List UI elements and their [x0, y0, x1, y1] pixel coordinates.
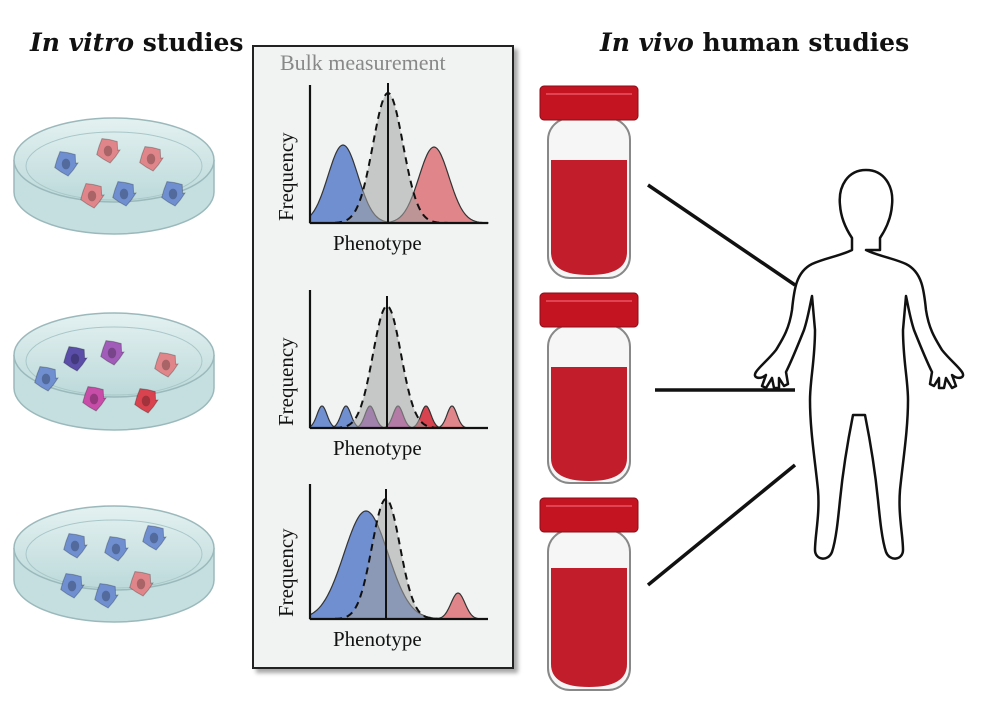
- cell: [104, 536, 129, 562]
- cell: [129, 571, 154, 597]
- in-vivo-title-italic: In vivo: [600, 28, 694, 57]
- cell: [94, 583, 119, 609]
- cell: [134, 388, 159, 414]
- petri-dish-3: [13, 505, 215, 623]
- cell: [63, 346, 88, 372]
- x-axis-label: Phenotype: [333, 627, 422, 651]
- bulk-distribution-curve: [334, 304, 463, 429]
- y-axis-label: Frequency: [274, 528, 298, 617]
- blood-tube-3: [539, 497, 639, 691]
- cell: [63, 533, 88, 559]
- human-silhouette: [753, 168, 965, 560]
- cell: [96, 138, 121, 164]
- bulk-fill: [310, 306, 488, 428]
- blood-tube-2: [539, 292, 639, 484]
- in-vivo-title: In vivo human studies: [600, 28, 909, 57]
- cell: [60, 573, 85, 599]
- bulk-fill: [310, 93, 488, 223]
- y-axis-label: Frequency: [274, 337, 298, 426]
- in-vitro-title-rest: studies: [134, 28, 244, 57]
- in-vitro-title: In vitro studies: [30, 28, 243, 57]
- cell: [142, 525, 167, 551]
- in-vitro-title-italic: In vitro: [30, 28, 134, 57]
- y-axis-label: Frequency: [274, 132, 298, 221]
- cell: [34, 366, 59, 392]
- bulk-distribution-curve: [335, 91, 463, 224]
- distribution-plot-2: Frequency Phenotype: [274, 290, 488, 460]
- connector-line-top: [647, 183, 796, 287]
- connector-line-bottom: [646, 463, 797, 587]
- bulk-measurement-title: Bulk measurement: [280, 50, 446, 75]
- petri-dish-1: [13, 117, 215, 235]
- in-vivo-title-rest: human studies: [693, 28, 910, 57]
- cell: [112, 181, 137, 207]
- cell: [100, 340, 125, 366]
- x-axis-label: Phenotype: [333, 436, 422, 460]
- distribution-plots: FrequencyPhenotypeFrequencyPhenotypeFreq…: [274, 83, 489, 651]
- cell: [154, 352, 179, 378]
- distribution-plot-3: Frequency Phenotype: [274, 484, 488, 651]
- cell: [80, 183, 105, 209]
- distribution-plot-1: Frequency Phenotype: [274, 83, 489, 255]
- cell: [82, 386, 107, 412]
- cell: [54, 151, 79, 177]
- cell: [161, 181, 186, 207]
- x-axis-label: Phenotype: [333, 231, 422, 255]
- blood-tube-1: [539, 85, 639, 279]
- bulk-fill: [310, 499, 488, 619]
- cell: [139, 146, 164, 172]
